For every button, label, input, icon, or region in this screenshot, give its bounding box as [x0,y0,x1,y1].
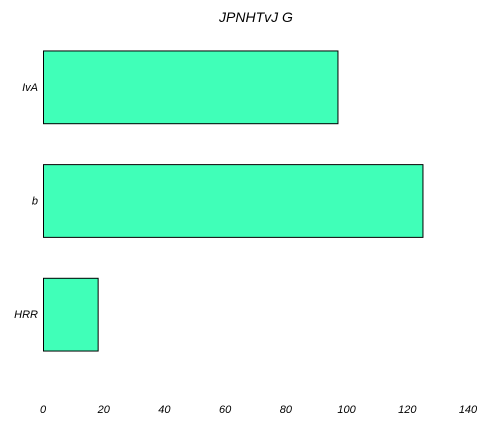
bar-hrr [43,277,99,352]
x-tick-label: 80 [280,404,293,416]
y-tick-labels: IvA b HRR [14,82,38,321]
x-tick-labels: 0 20 40 60 80 100 120 140 [40,404,478,416]
x-tick-label: 100 [337,404,356,416]
chart-title: JPNHTvJ G [218,9,293,25]
x-tick-label: 20 [97,404,111,416]
bars-layer [43,50,424,352]
bar-iva [43,50,339,125]
bar-b [43,164,424,238]
y-tick-label: b [32,196,38,208]
x-tick-label: 40 [158,404,171,416]
y-tick-label: IvA [22,82,38,94]
y-tick-label: HRR [14,309,38,321]
x-tick-label: 0 [40,404,47,416]
x-tick-label: 140 [459,404,478,416]
x-tick-label: 60 [219,404,232,416]
x-tick-label: 120 [398,404,417,416]
